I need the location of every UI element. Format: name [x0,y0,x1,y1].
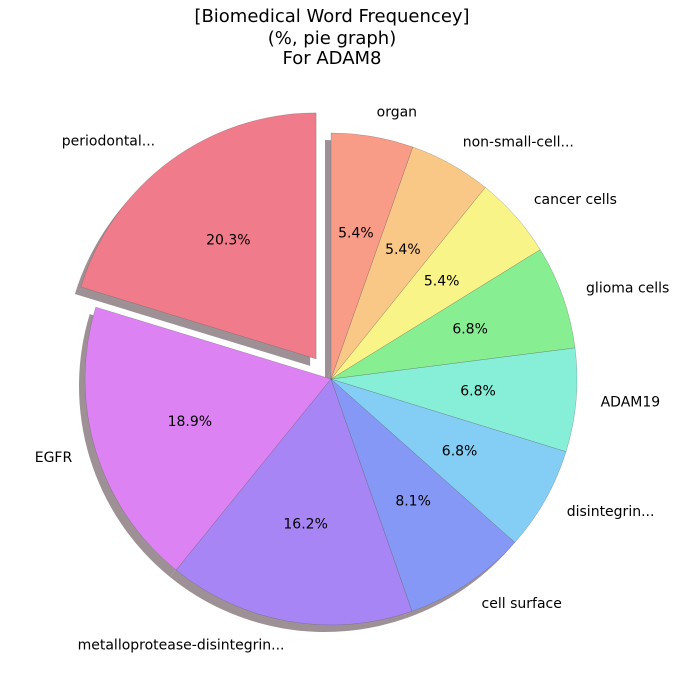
pie-slice-adam19 [330,347,578,452]
slice-percent-metalloprotease-disintegrin: 16.2% [283,516,327,532]
slice-percent-organ: 5.4% [338,226,374,242]
pie-slice-disintegrin [330,378,567,543]
slice-percent-periodontal: 20.3% [206,232,250,248]
chart-title-line-3: For ADAM8 [283,48,382,69]
slice-percent-non-small-cell: 5.4% [385,242,421,258]
slice-percent-egfr: 18.9% [168,414,212,430]
chart-title: [Biomedical Word Frequencey] (%, pie gra… [194,6,469,69]
slice-label-disintegrin: disintegrin... [567,504,655,520]
slice-label-egfr: EGFR [35,450,73,466]
slice-label-glioma-cells: glioma cells [586,281,669,297]
pie-slice-metalloprotease-disintegrin [175,378,413,626]
pie-slice-egfr [84,306,332,571]
slice-percent-adam19: 6.8% [460,384,496,400]
pie-slices [80,112,578,626]
slice-percent-cell-surface: 8.1% [395,494,431,510]
slice-percent-disintegrin: 6.8% [442,443,478,459]
pie-slice-periodontal [80,112,317,360]
slice-label-metalloprotease-disintegrin: metalloprotease-disintegrin... [78,638,285,654]
chart-title-line-1: [Biomedical Word Frequencey] [194,6,469,27]
slice-percent-glioma-cells: 6.8% [452,322,488,338]
slice-label-periodontal: periodontal... [62,133,155,149]
slice-label-cancer-cells: cancer cells [534,192,617,208]
pie-slice-cell-surface [330,378,516,612]
pie-slice-glioma-cells [330,249,576,380]
slice-percent-cancer-cells: 5.4% [424,273,460,289]
pie-slice-organ [330,132,414,380]
slice-label-non-small-cell: non-small-cell... [463,135,574,151]
chart-title-line-2: (%, pie graph) [268,28,397,49]
slice-label-adam19: ADAM19 [601,394,661,410]
slice-label-cell-surface: cell surface [482,596,562,612]
slice-label-organ: organ [377,104,417,120]
pie-labels: periodontal... 20.3% EGFR 18.9% metalloprote… [35,104,670,653]
